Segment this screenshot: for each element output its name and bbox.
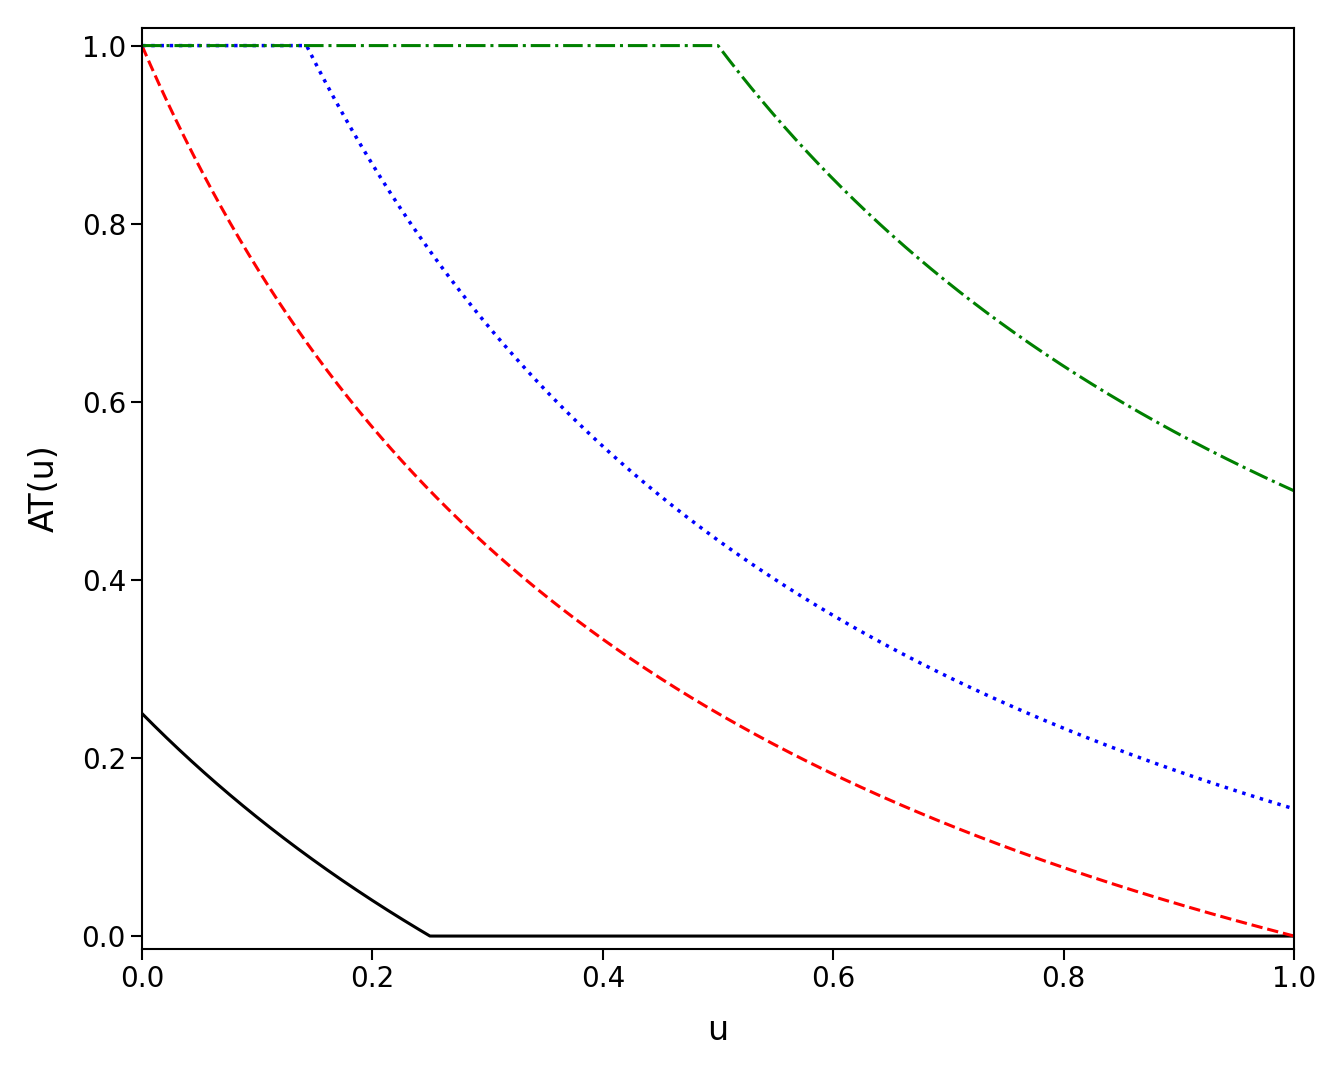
X-axis label: u: u xyxy=(707,1014,728,1047)
Y-axis label: AT(u): AT(u) xyxy=(28,445,60,532)
